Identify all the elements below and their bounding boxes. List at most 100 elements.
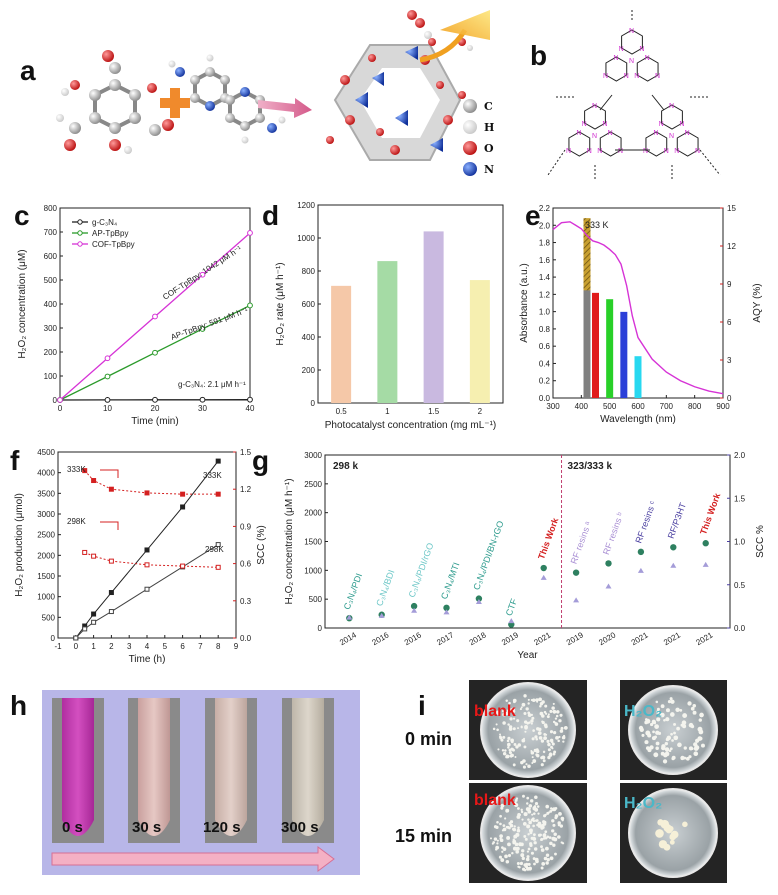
- x-tick-label: 0: [58, 404, 63, 413]
- colony: [508, 701, 511, 705]
- colony: [532, 819, 536, 823]
- colony: [499, 834, 503, 838]
- colony: [523, 720, 528, 724]
- colony: [680, 755, 685, 761]
- y-tick-label: 400: [44, 300, 58, 309]
- colony: [502, 752, 507, 756]
- colony: [531, 737, 535, 741]
- y-tick-label: 1200: [297, 201, 315, 210]
- concentration-point: [572, 569, 580, 576]
- pointer-arrow-icon: [100, 521, 119, 530]
- colony: [656, 717, 661, 722]
- colony: [543, 736, 547, 740]
- y-tick-label: 3000: [304, 451, 322, 460]
- scc-point: [346, 614, 353, 620]
- plate-h2o2-0min: H₂O₂: [620, 680, 727, 780]
- colony: [554, 717, 558, 720]
- colony: [664, 751, 670, 757]
- colony: [552, 752, 556, 756]
- data-point: [180, 504, 186, 510]
- colony: [516, 861, 520, 865]
- colony: [555, 714, 559, 718]
- point-label: This Work: [536, 516, 561, 561]
- point-label: CTF: [504, 597, 520, 617]
- y-right-tick-label: 0.3: [240, 597, 252, 606]
- time-arrow-icon: [51, 846, 335, 872]
- colony: [656, 707, 660, 711]
- y-right-axis-label: SCC %: [755, 525, 766, 558]
- colony: [665, 826, 673, 834]
- y-right-tick-label: 0.5: [734, 581, 746, 590]
- heptazine-ring: [661, 104, 683, 130]
- colony: [673, 722, 677, 726]
- colony: [695, 738, 700, 743]
- colony: [559, 713, 563, 717]
- colony: [489, 837, 493, 840]
- panel-label-h: h: [10, 690, 27, 721]
- colony: [511, 851, 514, 855]
- colony: [507, 736, 511, 740]
- colony: [662, 759, 668, 764]
- colony: [525, 707, 529, 711]
- y-right-tick-label: 1.0: [734, 538, 746, 547]
- y-tick-label: 2.0: [539, 221, 551, 230]
- colony: [543, 723, 548, 727]
- colony: [515, 846, 520, 851]
- bond-line: [599, 94, 613, 111]
- colony: [669, 747, 673, 751]
- colony: [539, 702, 544, 706]
- nitrogen-label: N: [629, 28, 634, 35]
- panel-f-chart: -1 0 1 2 3 4 5 6 7 8 90500100015002000250030003500…: [14, 448, 267, 665]
- colony: [520, 842, 524, 847]
- y-tick-label: 1.2: [539, 290, 551, 299]
- x-tick-label: 6: [180, 642, 185, 651]
- colony: [512, 700, 516, 704]
- nitrogen-label: N: [624, 73, 629, 80]
- colony: [685, 756, 690, 761]
- colony: [527, 847, 531, 851]
- y-tick-label: 500: [309, 595, 323, 604]
- heptazine-ring: [676, 131, 699, 157]
- colony: [554, 807, 558, 810]
- series-label: 298K: [205, 545, 224, 554]
- data-point: [215, 491, 221, 497]
- colony: [513, 825, 516, 828]
- scc-point: [378, 612, 385, 618]
- colony: [527, 713, 532, 718]
- row-label-0min: 0 min: [405, 729, 452, 749]
- colony: [504, 817, 507, 820]
- blank-label: blank: [474, 792, 516, 809]
- colony: [523, 737, 526, 740]
- data-point: [73, 635, 79, 641]
- colony: [496, 728, 499, 732]
- colony: [517, 807, 520, 810]
- panel-label-i: i: [418, 690, 426, 721]
- panel-label-g: g: [252, 445, 269, 476]
- colony: [546, 715, 550, 719]
- colony: [688, 755, 692, 759]
- colony: [671, 739, 674, 742]
- y-tick-label: 1500: [304, 538, 322, 547]
- colony: [532, 836, 536, 840]
- scc-point: [605, 583, 612, 589]
- colony: [542, 759, 546, 763]
- y-right-tick-label: 0.0: [734, 624, 746, 633]
- heptazine-ring: [645, 131, 668, 157]
- series-line-2: [84, 470, 219, 495]
- colony: [652, 730, 655, 734]
- colony: [532, 857, 536, 861]
- y-tick-label: 300: [44, 324, 58, 333]
- colony: [529, 843, 533, 848]
- plate-blank-15min: blank: [469, 783, 587, 883]
- x-tick-label: 20: [151, 404, 160, 413]
- x-axis-label: Wavelength (nm): [600, 414, 676, 425]
- colony: [514, 842, 519, 847]
- colony: [548, 836, 552, 839]
- colony: [494, 848, 498, 851]
- colony: [545, 804, 550, 809]
- colony: [543, 820, 547, 824]
- colony: [698, 718, 702, 722]
- y-right-tick-label: 0.9: [240, 522, 252, 531]
